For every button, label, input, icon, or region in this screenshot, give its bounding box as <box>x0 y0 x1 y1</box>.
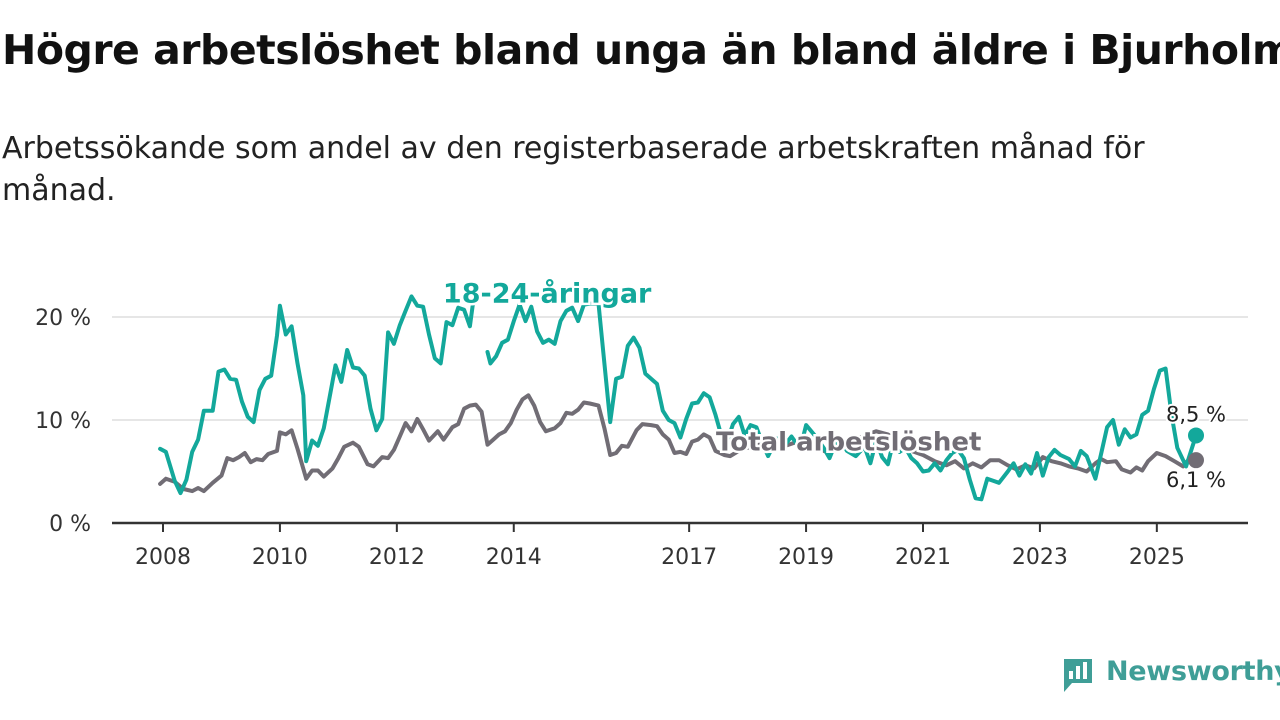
brand-name: Newsworthy <box>1106 656 1280 687</box>
x-tick-label: 2017 <box>661 545 717 570</box>
line-chart: 0 % 10 % 20 % 2008 2010 2012 2014 2017 2019 2021 2… <box>35 275 1248 570</box>
end-label-youth: 8,5 % <box>1166 402 1226 426</box>
x-tick-label: 2021 <box>895 545 951 570</box>
chart-subtitle: Arbetssökande som andel av den registerb… <box>2 131 1145 208</box>
end-point-total <box>1188 452 1204 469</box>
end-label-total: 6,1 % <box>1166 468 1226 492</box>
series-label-youth: 18-24-åringar <box>443 277 652 309</box>
series-labels: 18-24-åringar Total arbetslöshet 8,5 % 6,1 … <box>440 275 1228 494</box>
chart-title: Högre arbetslöshet bland unga än bland ä… <box>2 26 1280 74</box>
x-tick-label: 2014 <box>486 545 542 570</box>
end-point-youth <box>1188 427 1204 444</box>
axes: 0 % 10 % 20 % 2008 2010 2012 2014 2017 2019 2021 2… <box>35 306 1248 570</box>
x-tick-label: 2012 <box>369 545 425 570</box>
x-tick-label: 2019 <box>778 545 834 570</box>
newsworthy-logo-icon <box>1064 659 1092 692</box>
series-line-youth-cont <box>485 301 1198 502</box>
series-line-youth <box>158 294 475 496</box>
y-tick-label: 0 % <box>49 512 91 537</box>
x-tick-label: 2023 <box>1012 545 1068 570</box>
newsworthy-logo: Newsworthy <box>1058 654 1280 696</box>
x-tick-label: 2025 <box>1129 545 1185 570</box>
x-tick-label: 2010 <box>252 545 308 570</box>
series-label-total: Total arbetslöshet <box>716 428 981 458</box>
series-lines <box>158 294 1204 502</box>
y-tick-label: 20 % <box>35 306 91 331</box>
y-tick-label: 10 % <box>35 409 91 434</box>
x-tick-label: 2008 <box>135 545 191 570</box>
grid-lines <box>112 316 1248 421</box>
